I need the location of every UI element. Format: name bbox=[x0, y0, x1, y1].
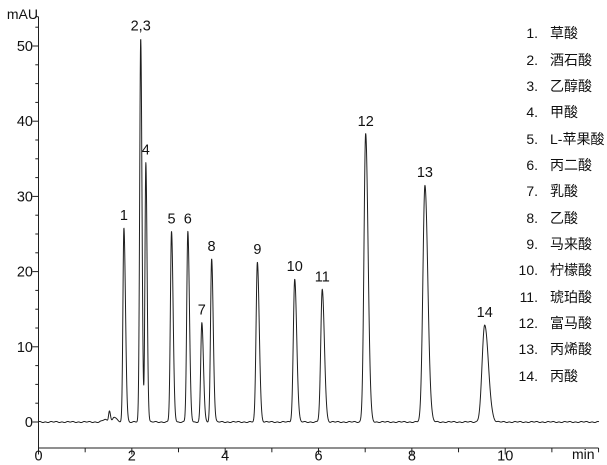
legend-item: 11. 琥珀酸 bbox=[512, 283, 607, 309]
legend-item-name: 丙烯酸 bbox=[550, 341, 592, 358]
legend-item-name: L-苹果酸 bbox=[550, 130, 605, 147]
peak-label-6: 6 bbox=[184, 212, 192, 228]
legend-item: 14. 丙酸 bbox=[512, 362, 607, 388]
x-axis-tick-label: 0 bbox=[34, 449, 42, 465]
legend-item-number: 4. bbox=[526, 104, 538, 121]
peak-label-2-3: 2,3 bbox=[131, 19, 151, 35]
x-axis-tick-label: 2 bbox=[128, 449, 136, 465]
peak-label-11: 11 bbox=[315, 270, 330, 286]
legend-item-number: 7. bbox=[526, 183, 538, 200]
legend-item-number: 8. bbox=[526, 209, 538, 226]
peak-label-1: 1 bbox=[120, 208, 128, 224]
legend-item-number: 13. bbox=[518, 341, 538, 358]
peak-label-12: 12 bbox=[358, 114, 374, 130]
legend-item: 10. 柠檬酸 bbox=[512, 257, 607, 283]
legend-item-number: 12. bbox=[518, 314, 538, 331]
peak-label-10: 10 bbox=[287, 259, 303, 275]
legend-item: 6. 丙二酸 bbox=[512, 152, 607, 178]
peak-label-4: 4 bbox=[142, 143, 150, 159]
y-axis-tick-label: 20 bbox=[17, 265, 33, 281]
legend-item-name: 富马酸 bbox=[550, 314, 592, 331]
peak-label-13: 13 bbox=[417, 165, 433, 181]
legend-item-name: 丙二酸 bbox=[550, 156, 592, 173]
legend-item-number: 6. bbox=[526, 156, 538, 173]
y-axis-tick-label: 40 bbox=[17, 114, 33, 130]
legend-item-name: 草酸 bbox=[550, 25, 578, 42]
legend-item-number: 3. bbox=[526, 77, 538, 94]
legend-item: 1. 草酸 bbox=[512, 20, 607, 46]
legend-item: 7. 乳酸 bbox=[512, 178, 607, 204]
legend-item-name: 琥珀酸 bbox=[550, 288, 592, 305]
legend-item: 2. 酒石酸 bbox=[512, 46, 607, 72]
legend-item-number: 1. bbox=[526, 25, 538, 42]
peak-label-8: 8 bbox=[208, 239, 216, 255]
legend-item-number: 5. bbox=[526, 130, 538, 147]
legend-item: 5. L-苹果酸 bbox=[512, 125, 607, 151]
legend-item-name: 乳酸 bbox=[550, 183, 578, 200]
y-axis-tick-label: 50 bbox=[17, 39, 33, 55]
legend-item-number: 11. bbox=[519, 288, 538, 305]
legend-item-name: 乙醇酸 bbox=[550, 77, 592, 94]
legend-item-name: 丙酸 bbox=[550, 367, 578, 384]
y-axis-unit-label: mAU bbox=[6, 6, 38, 22]
x-axis-tick-label: 4 bbox=[221, 449, 229, 465]
x-axis-unit-label: min bbox=[572, 446, 595, 462]
legend-item-number: 10. bbox=[518, 262, 538, 279]
legend-item: 12. 富马酸 bbox=[512, 310, 607, 336]
peak-label-7: 7 bbox=[198, 303, 206, 319]
legend-item-name: 酒石酸 bbox=[550, 51, 592, 68]
legend-item-name: 甲酸 bbox=[550, 104, 578, 121]
compound-legend: 1. 草酸 2. 酒石酸 3. 乙醇酸 4. 甲酸 5. L-苹果酸 6. 丙二酸 7. 乳酸 8. 乙酸 9.… bbox=[512, 20, 607, 389]
peak-label-9: 9 bbox=[253, 242, 261, 258]
chromatogram-trace bbox=[38, 39, 600, 424]
legend-item-number: 2. bbox=[526, 51, 538, 68]
legend-item-number: 9. bbox=[526, 235, 538, 252]
legend-item-number: 14. bbox=[518, 367, 538, 384]
y-axis-tick-label: 30 bbox=[17, 189, 33, 205]
x-axis-tick-label: 6 bbox=[314, 449, 322, 465]
legend-item: 13. 丙烯酸 bbox=[512, 336, 607, 362]
legend-item-name: 乙酸 bbox=[550, 209, 578, 226]
x-axis-tick-label: 8 bbox=[408, 449, 416, 465]
x-axis-tick-label: 10 bbox=[497, 449, 513, 465]
peak-label-5: 5 bbox=[167, 212, 175, 228]
y-axis-tick-label: 10 bbox=[17, 340, 33, 356]
legend-item-name: 柠檬酸 bbox=[550, 262, 592, 279]
y-axis-tick-label: 0 bbox=[25, 415, 33, 431]
legend-item: 4. 甲酸 bbox=[512, 99, 607, 125]
legend-item-name: 马来酸 bbox=[550, 235, 592, 252]
legend-item: 3. 乙醇酸 bbox=[512, 73, 607, 99]
peak-label-14: 14 bbox=[477, 305, 493, 321]
legend-item: 8. 乙酸 bbox=[512, 204, 607, 230]
legend-item: 9. 马来酸 bbox=[512, 231, 607, 257]
